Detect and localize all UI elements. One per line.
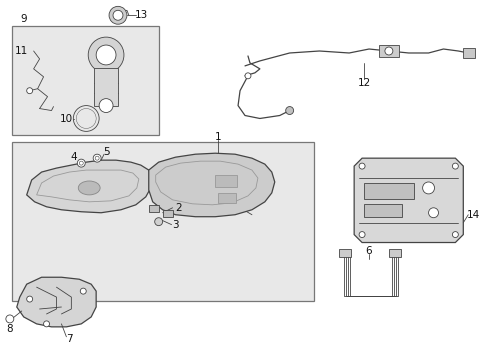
Bar	[389, 249, 401, 257]
Circle shape	[93, 154, 101, 162]
Text: 2: 2	[175, 203, 182, 213]
Circle shape	[88, 37, 124, 73]
Circle shape	[26, 88, 33, 94]
Polygon shape	[354, 158, 464, 243]
Circle shape	[99, 99, 113, 113]
Bar	[218, 193, 236, 203]
Circle shape	[96, 45, 116, 65]
Circle shape	[452, 231, 458, 238]
Circle shape	[95, 156, 99, 160]
Bar	[215, 175, 237, 187]
Circle shape	[6, 315, 14, 323]
Circle shape	[429, 208, 439, 218]
Circle shape	[385, 47, 393, 55]
Text: 9: 9	[21, 14, 27, 24]
Bar	[364, 183, 414, 199]
Bar	[339, 249, 351, 257]
Text: 3: 3	[172, 220, 179, 230]
Circle shape	[155, 218, 163, 226]
Text: 11: 11	[15, 46, 28, 56]
Circle shape	[109, 6, 127, 24]
Text: 4: 4	[70, 152, 76, 162]
Polygon shape	[149, 153, 275, 217]
Bar	[94, 68, 118, 105]
Circle shape	[286, 107, 294, 114]
Bar	[464, 48, 475, 58]
Ellipse shape	[78, 181, 100, 195]
Text: 6: 6	[366, 247, 372, 256]
Circle shape	[77, 159, 85, 167]
Bar	[149, 205, 159, 212]
Text: 5: 5	[103, 147, 109, 157]
Text: 13: 13	[135, 10, 148, 20]
Circle shape	[422, 182, 435, 194]
Circle shape	[359, 163, 365, 169]
Text: 14: 14	[466, 210, 480, 220]
Bar	[12, 26, 159, 135]
Circle shape	[113, 10, 123, 20]
Circle shape	[26, 296, 33, 302]
Bar	[163, 210, 172, 217]
Bar	[379, 45, 399, 57]
Circle shape	[359, 231, 365, 238]
Text: 8: 8	[6, 324, 13, 334]
Circle shape	[245, 73, 251, 79]
Polygon shape	[17, 277, 96, 327]
Bar	[364, 204, 402, 217]
Circle shape	[80, 288, 86, 294]
Polygon shape	[26, 160, 153, 213]
Circle shape	[44, 321, 49, 327]
Text: 12: 12	[357, 78, 371, 88]
Circle shape	[452, 163, 458, 169]
Bar	[12, 142, 315, 301]
Text: 7: 7	[66, 334, 73, 344]
Circle shape	[79, 161, 83, 165]
Text: 10: 10	[60, 114, 73, 125]
Text: 1: 1	[215, 132, 221, 142]
